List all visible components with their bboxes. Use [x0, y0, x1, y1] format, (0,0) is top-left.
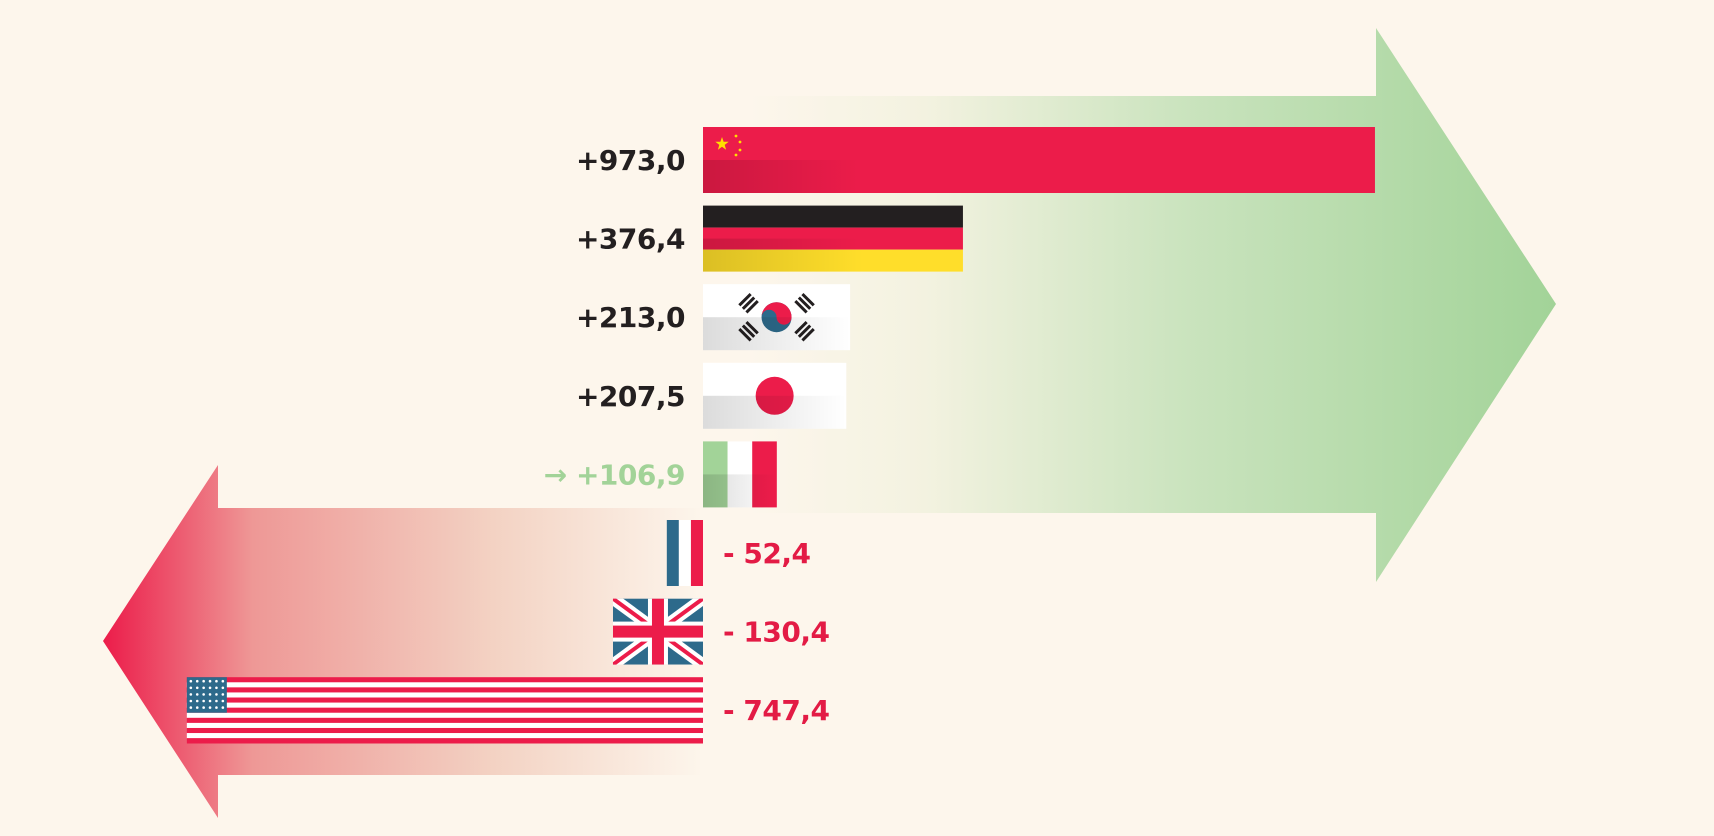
bar-uk	[612, 598, 703, 665]
bar-shadow	[703, 160, 863, 193]
bar-france	[666, 520, 703, 586]
data-labels: +973,0 +376,4 +213,0 +207,5 → +106,9 - 52,4 - …	[544, 144, 830, 727]
bar-italy	[703, 441, 777, 508]
value-label-italy: → +106,9	[544, 458, 685, 491]
bar-germany	[703, 205, 963, 272]
bars	[186, 127, 1375, 744]
bar-japan	[703, 362, 847, 429]
value-label-usa: - 747,4	[723, 694, 829, 727]
bar-usa	[186, 677, 703, 744]
positive-arrow	[748, 28, 1556, 582]
value-label-china: +973,0	[576, 144, 685, 177]
value-label-japan: +207,5	[576, 380, 685, 413]
bar-south-korea	[703, 284, 851, 351]
bar-shadow	[703, 474, 777, 508]
value-label-germany: +376,4	[576, 223, 685, 256]
bar-shadow	[703, 395, 847, 429]
bar-shadow	[703, 238, 863, 272]
value-label-south-korea: +213,0	[576, 301, 685, 334]
value-label-france: - 52,4	[723, 537, 810, 570]
value-label-uk: - 130,4	[723, 616, 829, 649]
bar-shadow	[703, 317, 851, 351]
bar-china	[703, 127, 1375, 193]
